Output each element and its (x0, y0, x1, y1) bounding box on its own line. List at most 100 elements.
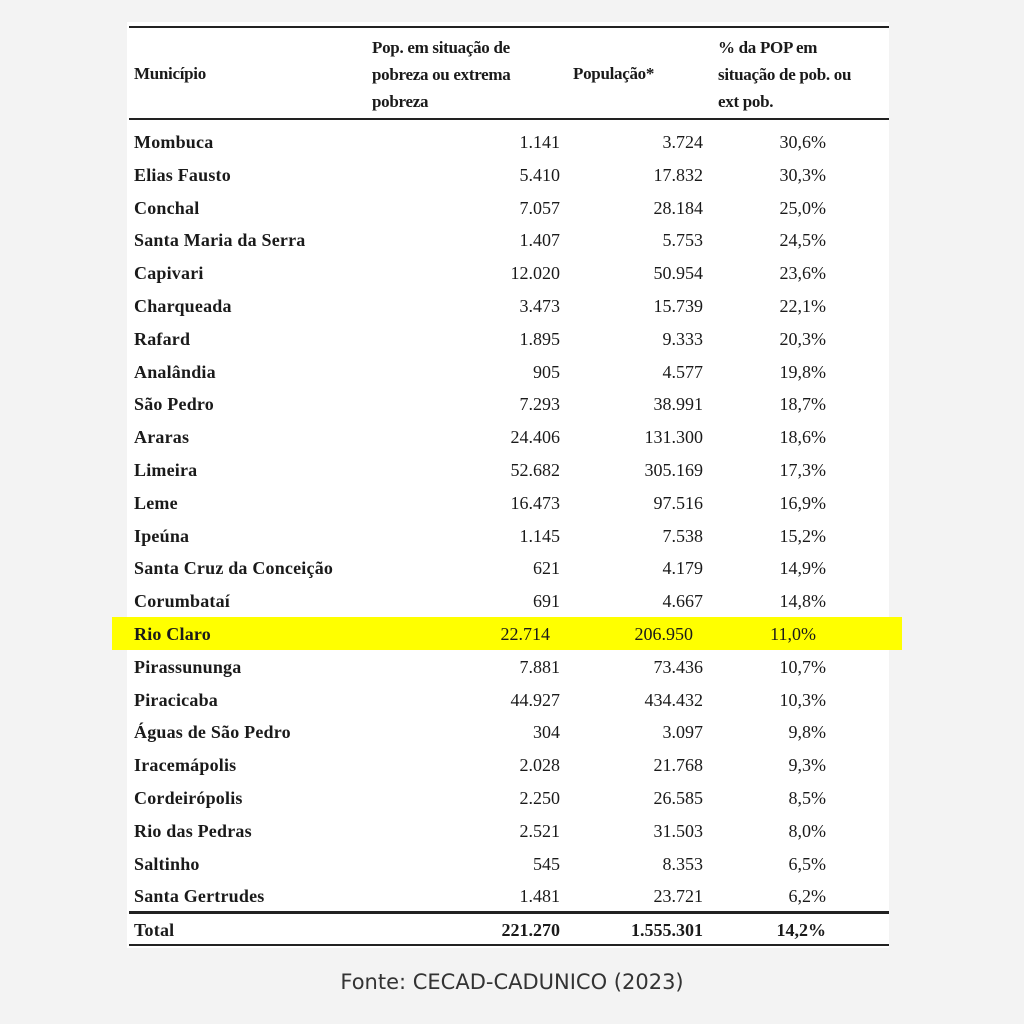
municipio-cell: Ipeúna (134, 525, 190, 546)
municipio-cell: Leme (134, 492, 178, 513)
header-percent: % da POP em situação de pob. ou ext pob. (718, 34, 851, 115)
pobreza-cell: 16.473 (510, 492, 561, 513)
pobreza-cell: 7.057 (519, 197, 561, 218)
percent-cell: 11,0% (770, 623, 816, 644)
populacao-cell: 206.950 (634, 623, 694, 644)
municipio-cell: Santa Maria da Serra (134, 230, 306, 251)
percent-cell: 24,5% (779, 230, 827, 251)
header-pobreza-line: pobreza (372, 92, 429, 111)
header-pobreza: Pop. em situação de pobreza ou extrema p… (372, 34, 511, 115)
header-municipio: Município (134, 64, 206, 83)
percent-cell: 18,6% (779, 427, 827, 448)
municipio-cell: Araras (134, 427, 190, 448)
table-row: Rio das Pedras 2.521 31.503 8,0% (0, 814, 1024, 847)
percent-cell: 20,3% (779, 328, 827, 349)
municipio-cell: Santa Gertrudes (134, 886, 265, 907)
percent-cell: 14,9% (779, 558, 827, 579)
percent-cell: 19,8% (779, 361, 827, 382)
header-percent-line: situação de pob. ou (718, 65, 852, 84)
percent-cell: 16,9% (779, 492, 827, 513)
table-row: Iracemápolis 2.028 21.768 9,3% (0, 748, 1024, 781)
header-rule (129, 118, 889, 120)
source-caption: Fonte: CECAD-CADUNICO (2023) (340, 970, 684, 994)
populacao-cell: 3.097 (662, 722, 704, 743)
populacao-cell: 73.436 (653, 656, 704, 677)
table-row: Mombuca 1.141 3.724 30,6% (0, 125, 1024, 158)
pobreza-cell: 304 (533, 722, 560, 743)
municipio-cell: Cordeirópolis (134, 787, 243, 808)
pobreza-cell: 22.714 (500, 623, 551, 644)
municipio-cell: Capivari (134, 263, 204, 284)
header-populacao: População* (573, 64, 655, 83)
municipio-cell: São Pedro (134, 394, 214, 415)
populacao-cell: 4.667 (662, 591, 704, 612)
municipio-cell: Iracemápolis (134, 755, 237, 776)
header-pobreza-line: Pop. em situação de (372, 38, 510, 57)
populacao-cell: 26.585 (653, 787, 704, 808)
table-row: Rafard 1.895 9.333 20,3% (0, 322, 1024, 355)
populacao-cell: 31.503 (653, 820, 704, 841)
pobreza-cell: 24.406 (510, 427, 561, 448)
table-panel (127, 22, 889, 948)
pobreza-cell: 905 (533, 361, 560, 382)
municipio-cell: Piracicaba (134, 689, 218, 710)
percent-cell: 30,3% (779, 164, 827, 185)
table-body: Mombuca 1.141 3.724 30,6% Elias Fausto 5.410 1… (0, 125, 1024, 912)
table-bottom-rule (129, 944, 889, 946)
percent-cell: 10,3% (779, 689, 827, 710)
pobreza-cell: 2.250 (519, 787, 561, 808)
table-row: Analândia 905 4.577 19,8% (0, 355, 1024, 388)
table-row: Águas de São Pedro 304 3.097 9,8% (0, 715, 1024, 748)
table-row: Leme 16.473 97.516 16,9% (0, 486, 1024, 519)
header-pobreza-line: pobreza ou extrema (372, 65, 511, 84)
populacao-cell: 7.538 (662, 525, 704, 546)
table-row: Araras 24.406 131.300 18,6% (0, 420, 1024, 453)
pobreza-cell: 1.145 (519, 525, 561, 546)
percent-cell: 8,0% (788, 820, 827, 841)
pobreza-cell: 52.682 (510, 459, 561, 480)
populacao-cell: 15.739 (653, 295, 704, 316)
populacao-cell: 97.516 (653, 492, 704, 513)
table-row: Santa Gertrudes 1.481 23.721 6,2% (0, 879, 1024, 912)
populacao-cell: 23.721 (653, 886, 704, 907)
percent-cell: 6,5% (788, 853, 827, 874)
table-top-rule (129, 26, 889, 28)
header-percent-line: ext pob. (718, 92, 774, 111)
percent-cell: 10,7% (779, 656, 827, 677)
pobreza-cell: 3.473 (519, 295, 561, 316)
pobreza-cell: 621 (533, 558, 560, 579)
municipio-cell: Corumbataí (134, 591, 230, 612)
municipio-cell: Rio das Pedras (134, 820, 252, 841)
municipio-cell: Rio Claro (134, 623, 211, 644)
total-label: Total (134, 920, 175, 940)
municipio-cell: Elias Fausto (134, 164, 231, 185)
municipio-cell: Limeira (134, 459, 198, 480)
table-row: Charqueada 3.473 15.739 22,1% (0, 289, 1024, 322)
percent-cell: 9,8% (788, 722, 827, 743)
pobreza-cell: 5.410 (519, 164, 561, 185)
table-row: Ipeúna 1.145 7.538 15,2% (0, 519, 1024, 552)
pobreza-cell: 691 (533, 591, 560, 612)
populacao-cell: 9.333 (662, 328, 704, 349)
pobreza-cell: 2.028 (519, 755, 561, 776)
municipio-cell: Analândia (134, 361, 216, 382)
percent-cell: 22,1% (779, 295, 827, 316)
municipio-cell: Mombuca (134, 132, 214, 152)
populacao-cell: 38.991 (653, 394, 704, 415)
table-row-highlighted: Rio Claro 22.714 206.950 11,0% (112, 616, 902, 650)
populacao-cell: 17.832 (653, 164, 704, 185)
table-row: Limeira 52.682 305.169 17,3% (0, 453, 1024, 486)
total-percent: 14,2% (776, 920, 827, 940)
populacao-cell: 21.768 (653, 755, 704, 776)
populacao-cell: 8.353 (662, 853, 704, 874)
table-row: São Pedro 7.293 38.991 18,7% (0, 387, 1024, 420)
table-row: Saltinho 545 8.353 6,5% (0, 847, 1024, 880)
pobreza-cell: 44.927 (510, 689, 561, 710)
total-row: Total 221.270 1.555.301 14,2% (0, 915, 1024, 945)
header-percent-line: % da POP em (718, 38, 818, 57)
pobreza-cell: 1.141 (519, 132, 561, 152)
populacao-cell: 50.954 (653, 263, 704, 284)
percent-cell: 14,8% (779, 591, 827, 612)
percent-cell: 8,5% (788, 787, 827, 808)
populacao-cell: 434.432 (644, 689, 704, 710)
